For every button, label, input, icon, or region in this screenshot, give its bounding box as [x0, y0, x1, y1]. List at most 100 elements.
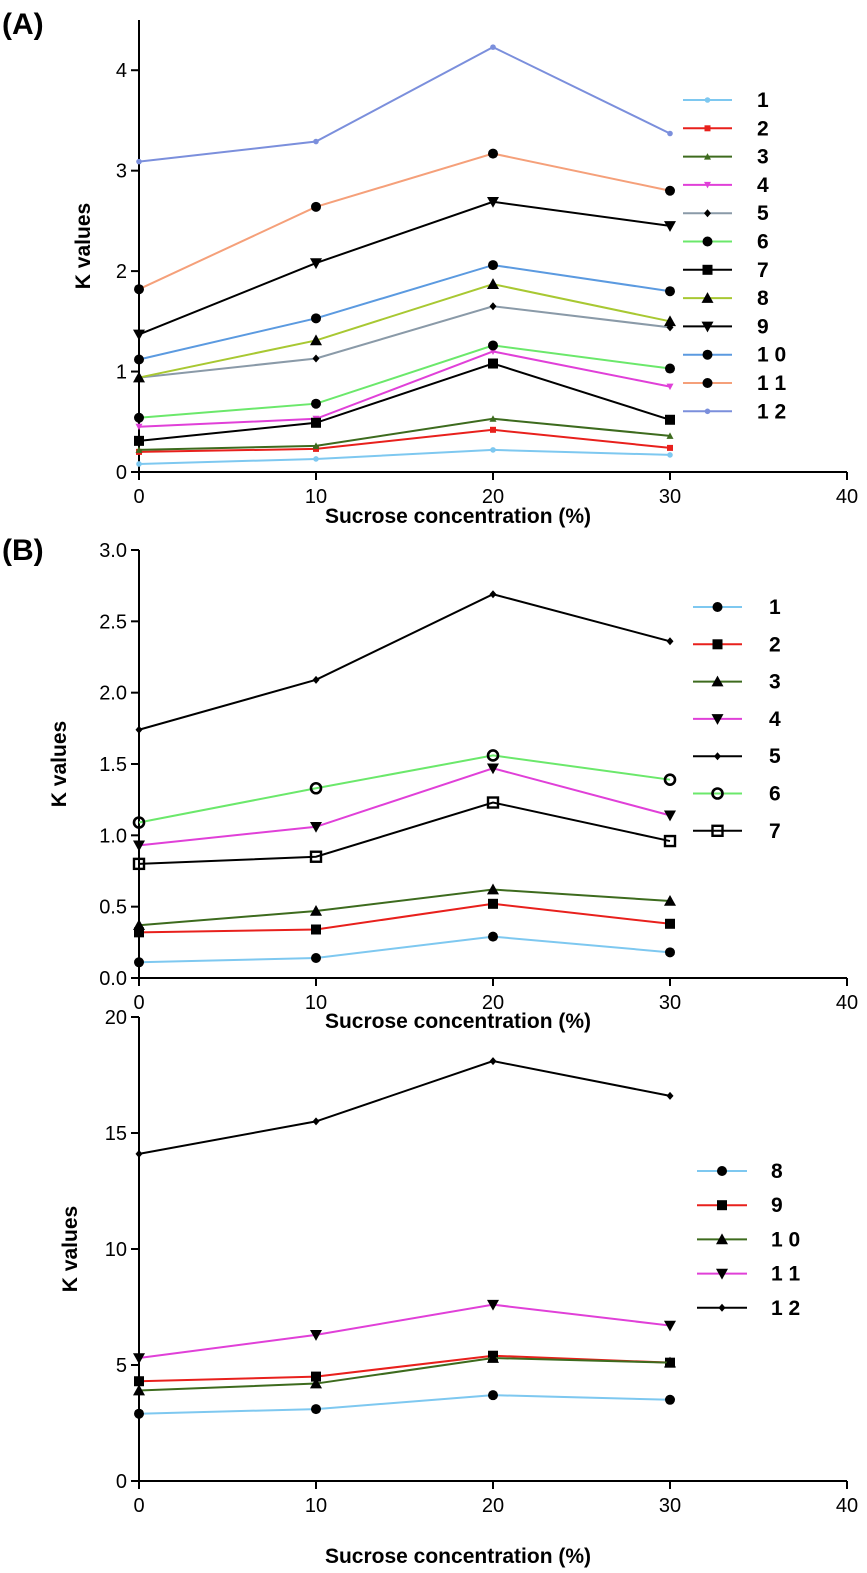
data-point	[488, 898, 498, 909]
legend-label: 4	[757, 174, 769, 197]
legend-marker	[716, 1233, 728, 1245]
chart-panel-3: 0 5 10 15 20 0 10 20 30 40 Sucrose concentration (…	[59, 1007, 858, 1568]
series-6	[132, 749, 677, 829]
data-point	[486, 749, 500, 762]
data-point	[489, 1057, 497, 1066]
y-tick-label: 2.5	[99, 611, 127, 633]
data-point	[134, 354, 144, 365]
legend-label: 5	[769, 745, 781, 768]
data-point	[488, 358, 498, 369]
series-3	[135, 415, 674, 453]
data-point	[665, 918, 675, 929]
legend-label: 5	[757, 202, 769, 225]
series-line	[138, 754, 671, 824]
legend-marker	[704, 125, 711, 132]
legend-label: 2	[757, 117, 769, 140]
y-tick-label: 10	[105, 1239, 127, 1261]
legend-marker	[716, 1268, 728, 1280]
x-tick-label: 10	[305, 486, 327, 508]
data-point	[667, 130, 673, 137]
x-tick-label: 0	[133, 1495, 144, 1517]
y-tick-label: 20	[105, 1007, 127, 1029]
data-point	[309, 781, 323, 795]
data-point	[488, 1390, 498, 1401]
legend-marker	[702, 349, 713, 360]
x-tick-label: 30	[659, 486, 681, 508]
panel-label: (B)	[2, 534, 44, 567]
legend-entry: 8	[683, 287, 769, 310]
legend-entry: 7	[683, 259, 769, 282]
series-2	[134, 898, 675, 938]
data-point	[664, 315, 676, 327]
x-tick-label: 0	[133, 486, 144, 508]
y-tick-label: 0	[116, 1471, 127, 1493]
data-point	[132, 816, 146, 829]
x-tick-label: 30	[659, 1495, 681, 1517]
series-7	[132, 796, 677, 871]
legend-entry: 3	[683, 146, 769, 169]
series-line	[138, 417, 671, 451]
series-line	[138, 1394, 671, 1415]
series-line	[138, 305, 671, 379]
data-point	[311, 313, 321, 324]
series-line	[138, 1060, 671, 1155]
data-point	[132, 857, 146, 871]
legend-marker	[704, 97, 711, 103]
data-point	[311, 953, 321, 964]
y-tick-label: 0	[116, 462, 127, 484]
data-point	[134, 1408, 144, 1419]
panel-label: (A)	[2, 8, 44, 41]
data-point	[135, 1149, 143, 1158]
legend-label: 1 1	[771, 1263, 801, 1286]
data-point	[133, 371, 145, 383]
chart-panel-2: (B) 0.0 0.5 1.0 1.5 2.0 2.5 3.0 0 10 20 30 40 Sucrose…	[2, 534, 858, 1033]
legend: 8 9 1 0 1 1 1 2	[697, 1160, 801, 1320]
series-line	[138, 45, 671, 163]
legend-entry: 1 0	[697, 1228, 800, 1251]
y-tick-label: 1	[116, 362, 127, 384]
data-point	[487, 278, 499, 289]
series-12	[136, 44, 673, 165]
data-point	[488, 931, 498, 942]
legend-marker	[714, 752, 721, 761]
x-tick-label: 20	[482, 1495, 504, 1517]
series-line	[138, 1303, 671, 1360]
data-point	[310, 258, 322, 270]
x-tick-label: 10	[305, 1495, 327, 1517]
legend-label: 3	[757, 146, 769, 169]
data-point	[311, 398, 321, 409]
data-point	[490, 426, 496, 433]
legend-entry: 1 2	[697, 1297, 800, 1320]
x-tick-label: 0	[133, 992, 144, 1014]
legend-marker	[702, 378, 713, 388]
data-point	[312, 675, 320, 684]
series-3	[133, 883, 676, 931]
legend-marker	[701, 321, 714, 333]
legend-label: 6	[769, 783, 781, 806]
series-line	[138, 1354, 671, 1383]
data-point	[312, 1117, 320, 1126]
data-point	[311, 1371, 321, 1382]
data-point	[136, 158, 142, 165]
data-point	[133, 1384, 145, 1396]
series-line	[138, 902, 671, 934]
data-point	[135, 446, 143, 453]
data-point	[311, 1404, 321, 1415]
legend-entry: 7	[693, 820, 781, 843]
legend: 1 2 3 4 5 6 7 8 9 1 0 1 1 1 2	[683, 89, 787, 423]
data-point	[133, 1353, 145, 1365]
series-2	[134, 1350, 675, 1387]
series-line	[138, 344, 671, 419]
legend-marker	[712, 639, 723, 650]
legend-label: 7	[757, 259, 769, 282]
series-line	[138, 767, 671, 847]
series-10	[134, 260, 675, 365]
series-2	[136, 426, 673, 455]
series-line	[138, 362, 671, 442]
series-line	[138, 1357, 671, 1392]
legend-entry: 1 2	[683, 400, 786, 423]
data-point	[664, 810, 676, 822]
data-point	[312, 442, 320, 449]
